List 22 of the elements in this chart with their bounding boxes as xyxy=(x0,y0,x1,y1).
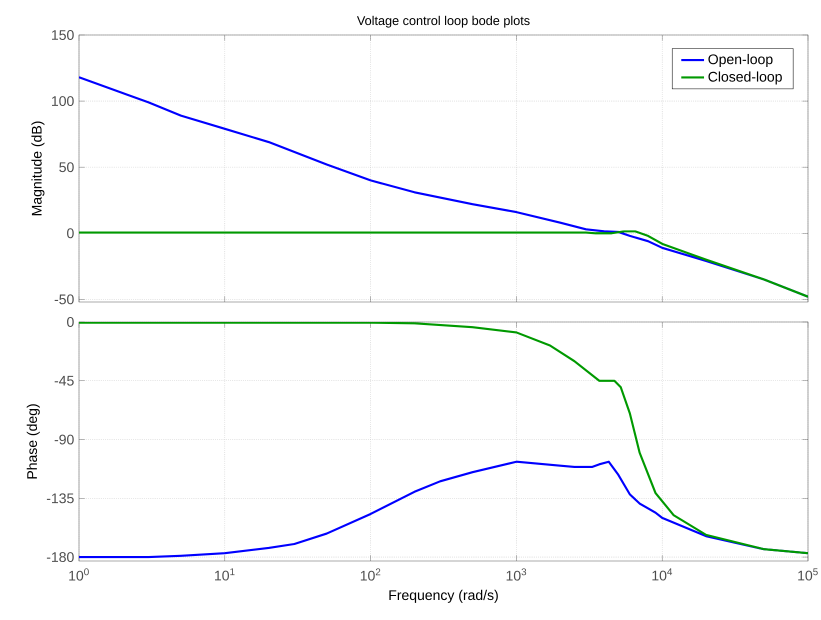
y-tick-label: 0 xyxy=(67,317,74,327)
legend-label: Open-loop xyxy=(708,54,773,67)
x-tick-label: 10$^{1}$ xyxy=(215,568,235,581)
y-tick-label: -45 xyxy=(54,376,74,386)
y-tick-label: -90 xyxy=(54,434,74,444)
chart-title: Voltage control loop bode plots xyxy=(356,16,530,28)
y-tick-label: 150 xyxy=(52,30,74,40)
x-tick-label: 10$^{3}$ xyxy=(506,568,526,581)
y-tick-label: -180 xyxy=(46,552,74,562)
x-tick-label: 10$^{0}$ xyxy=(69,568,89,581)
legend-label: Closed-loop xyxy=(708,71,782,84)
y-tick-label: 50 xyxy=(59,162,74,172)
y-tick-label: 0 xyxy=(67,228,74,238)
y-axis-title: Phase (deg) xyxy=(26,404,40,478)
y-tick-label: 100 xyxy=(52,96,74,106)
y-tick-label: -135 xyxy=(46,493,74,504)
x-tick-label: 10$^{4}$ xyxy=(652,568,672,581)
x-tick-label: 10$^{5}$ xyxy=(798,568,818,581)
y-axis-title: Magnitude (dB) xyxy=(31,122,44,216)
x-tick-label: 10$^{2}$ xyxy=(360,568,380,581)
x-axis-title: Frequency (rad/s) xyxy=(389,590,498,603)
y-tick-label: -50 xyxy=(54,294,74,304)
